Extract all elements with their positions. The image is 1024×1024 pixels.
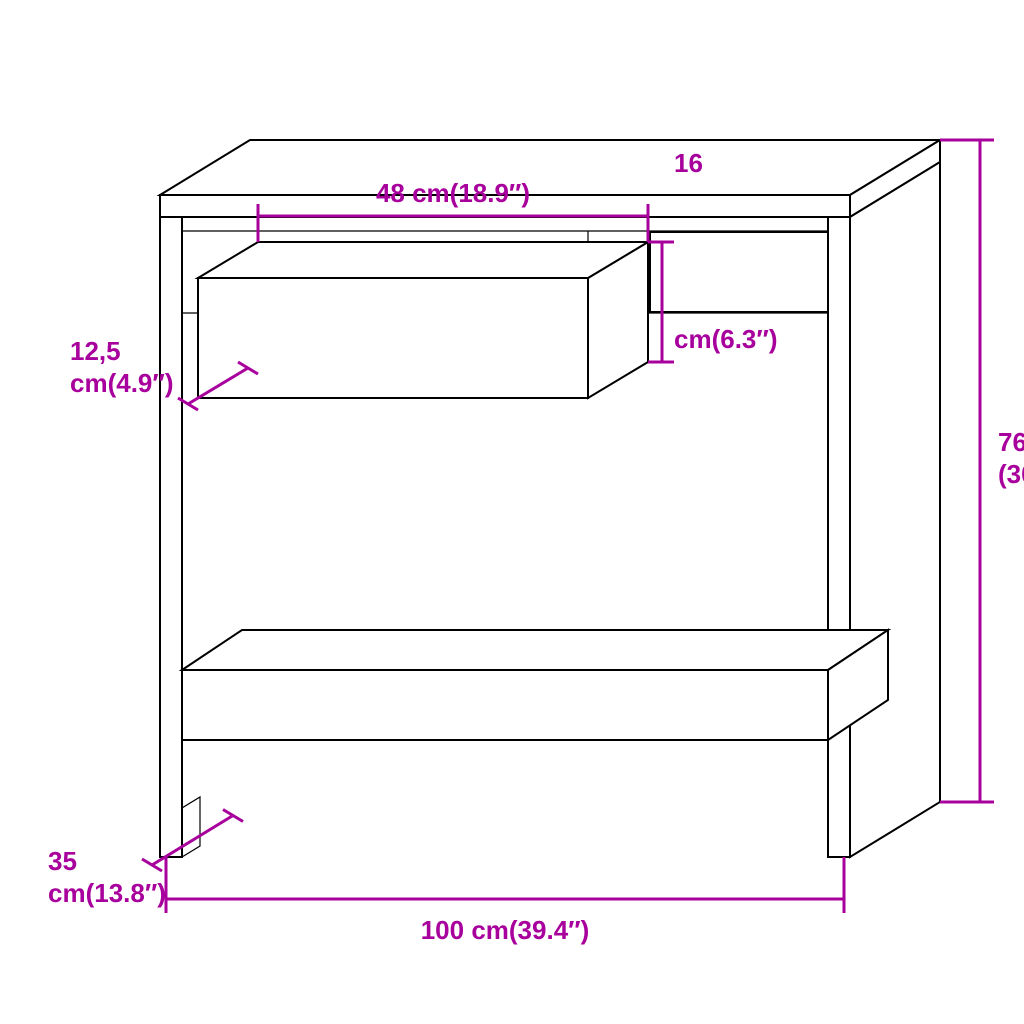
- svg-text:12,5: 12,5: [70, 336, 121, 366]
- svg-text:(30.1″): (30.1″): [998, 459, 1024, 489]
- svg-text:16: 16: [674, 148, 703, 178]
- svg-text:cm(13.8″): cm(13.8″): [48, 878, 166, 908]
- svg-text:cm(4.9″): cm(4.9″): [70, 368, 174, 398]
- svg-text:100 cm(39.4″): 100 cm(39.4″): [421, 915, 590, 945]
- svg-text:48 cm(18.9″): 48 cm(18.9″): [376, 178, 530, 208]
- svg-text:35: 35: [48, 846, 77, 876]
- svg-text:cm(6.3″): cm(6.3″): [674, 324, 778, 354]
- dimension-diagram: 48 cm(18.9″) 16 cm(6.3″) 12,5cm(4.9″) 76,5 c…: [0, 0, 1024, 1024]
- svg-text:76,5 cm: 76,5 cm: [998, 427, 1024, 457]
